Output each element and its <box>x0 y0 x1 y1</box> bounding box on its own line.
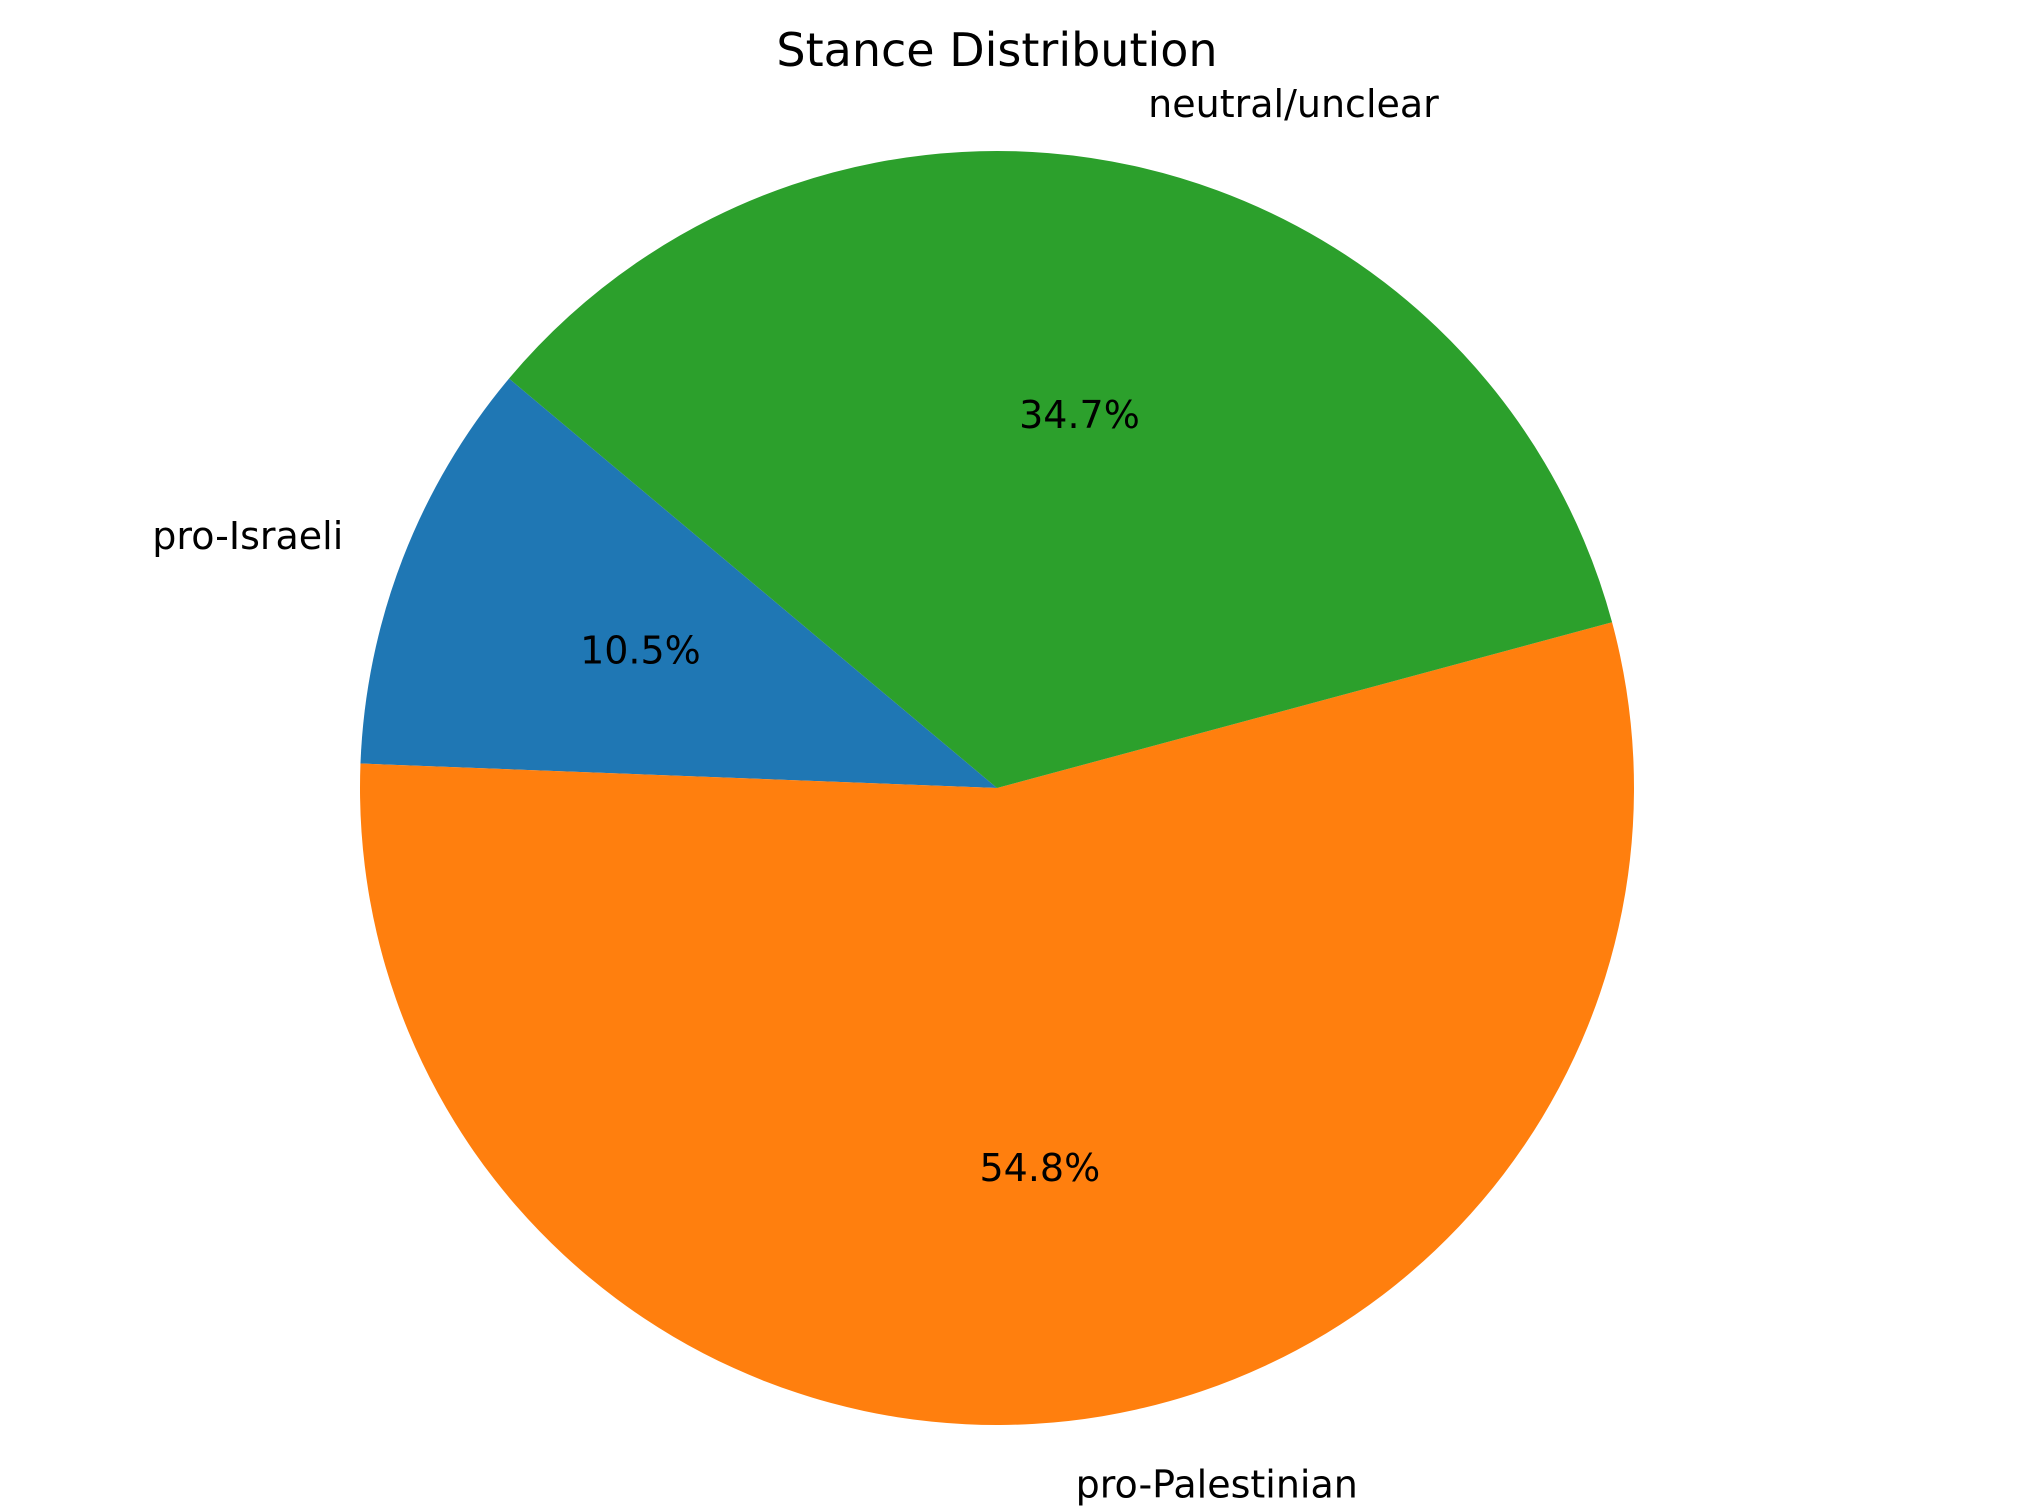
slice-percent-label: 54.8% <box>980 1146 1101 1190</box>
slice-label: neutral/unclear <box>1148 82 1439 126</box>
pie-slice-pro-palestinian <box>360 622 1634 1425</box>
slice-percent-label: 34.7% <box>1019 393 1140 437</box>
slice-label: pro-Israeli <box>152 514 343 558</box>
pie-slice-neutral-unclear <box>509 150 1613 789</box>
slice-percent-label: 10.5% <box>580 628 701 672</box>
pie-labels: pro-Israeli 10.5% pro-Palestinian 54.8% neut… <box>152 82 1439 1506</box>
slice-label: pro-Palestinian <box>1076 1462 1358 1506</box>
chart-title: Stance Distribution <box>776 23 1217 77</box>
pie-slices <box>360 150 1634 1425</box>
pie-slice-pro-israeli <box>360 378 998 788</box>
